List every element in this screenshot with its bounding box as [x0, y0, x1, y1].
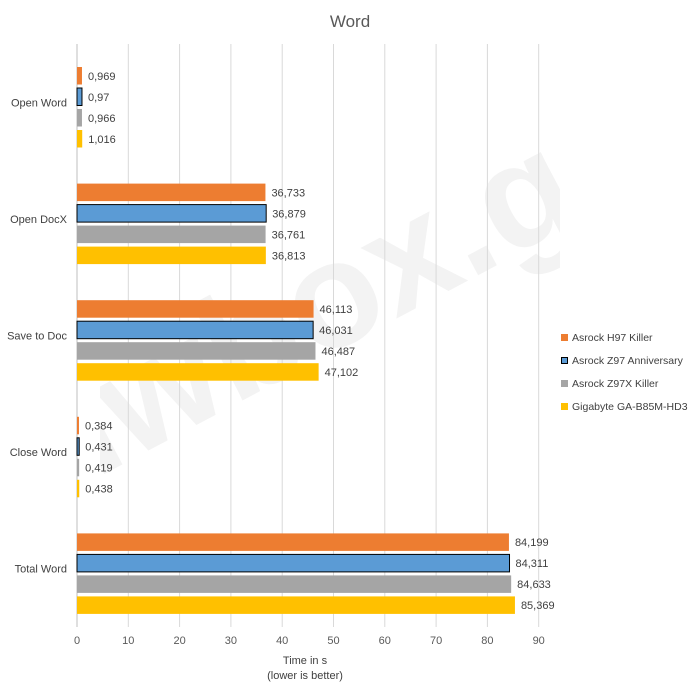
legend-item: Asrock Z97 Anniversary — [561, 349, 696, 372]
bar — [77, 183, 266, 202]
data-label: 0,438 — [85, 484, 113, 496]
legend-swatch — [561, 403, 568, 410]
data-label: 46,487 — [321, 346, 355, 358]
x-tick-label: 80 — [481, 635, 493, 647]
y-category-label: Total Word — [15, 564, 67, 576]
x-tick-label: 60 — [379, 635, 391, 647]
bar — [77, 342, 316, 360]
x-tick-label: 20 — [173, 635, 185, 647]
chart-title: Word — [329, 12, 371, 31]
legend-swatch — [561, 357, 568, 364]
data-label: 84,633 — [517, 579, 551, 591]
data-label: 0,419 — [85, 463, 113, 475]
legend-label: Gigabyte GA-B85M-HD3 — [572, 400, 688, 413]
data-label: 84,199 — [515, 537, 549, 549]
legend-item: Asrock H97 Killer — [561, 326, 696, 349]
y-category-label: Close Word — [10, 447, 67, 459]
bar — [76, 320, 314, 340]
legend-item: Asrock Z97X Killer — [561, 372, 696, 395]
x-axis-label: Time in s — [282, 655, 328, 667]
x-tick-label: 10 — [122, 635, 134, 647]
data-label: 36,733 — [271, 187, 305, 199]
y-category-label: Save to Doc — [7, 331, 67, 343]
legend-swatch — [561, 334, 568, 341]
x-axis-title: Time in s (lower is better) — [200, 654, 410, 684]
legend-item: Gigabyte GA-B85M-HD3 — [561, 395, 696, 418]
bar — [77, 596, 515, 614]
bar — [77, 575, 512, 593]
legend: Asrock H97 Killer Asrock Z97 Anniversary A… — [561, 326, 696, 418]
bar — [77, 67, 82, 85]
legend-swatch — [561, 380, 568, 387]
bar — [77, 130, 83, 148]
y-category-label: Open DocX — [10, 214, 68, 226]
x-tick-label: 30 — [225, 635, 237, 647]
data-label: 84,311 — [516, 558, 549, 570]
data-label: 46,031 — [319, 325, 353, 337]
x-tick-label: 90 — [533, 635, 545, 647]
data-label: 0,431 — [85, 442, 113, 454]
legend-label: Asrock Z97X Killer — [572, 377, 659, 390]
bar — [77, 246, 266, 265]
bar — [77, 225, 266, 244]
data-label: 36,879 — [272, 208, 306, 220]
bar — [77, 533, 509, 551]
data-label: 47,102 — [325, 367, 359, 379]
data-label: 36,761 — [272, 229, 306, 241]
bar — [77, 458, 80, 477]
data-label: 0,969 — [88, 71, 116, 83]
bar — [77, 363, 319, 381]
bar — [77, 479, 80, 498]
legend-label: Asrock Z97 Anniversary — [572, 354, 683, 367]
legend-label: Asrock H97 Killer — [572, 331, 653, 344]
bar — [77, 416, 79, 435]
x-tick-label: 0 — [74, 635, 80, 647]
y-category-label: Open Word — [11, 97, 67, 109]
x-axis-sublabel: (lower is better) — [267, 670, 343, 682]
data-label: 1,016 — [88, 134, 116, 146]
data-label: 0,384 — [85, 421, 113, 433]
x-tick-label: 70 — [430, 635, 442, 647]
bar — [76, 437, 80, 456]
bar — [76, 87, 83, 106]
data-label: 85,369 — [521, 600, 555, 612]
data-label: 36,813 — [272, 250, 306, 262]
bar — [76, 553, 511, 573]
bar — [77, 109, 82, 127]
data-label: 0,97 — [88, 92, 109, 104]
x-tick-label: 40 — [276, 635, 288, 647]
bar — [76, 204, 267, 223]
x-tick-label: 50 — [327, 635, 339, 647]
bar — [77, 300, 314, 318]
data-label: 0,966 — [88, 113, 116, 125]
data-label: 46,113 — [320, 304, 353, 316]
